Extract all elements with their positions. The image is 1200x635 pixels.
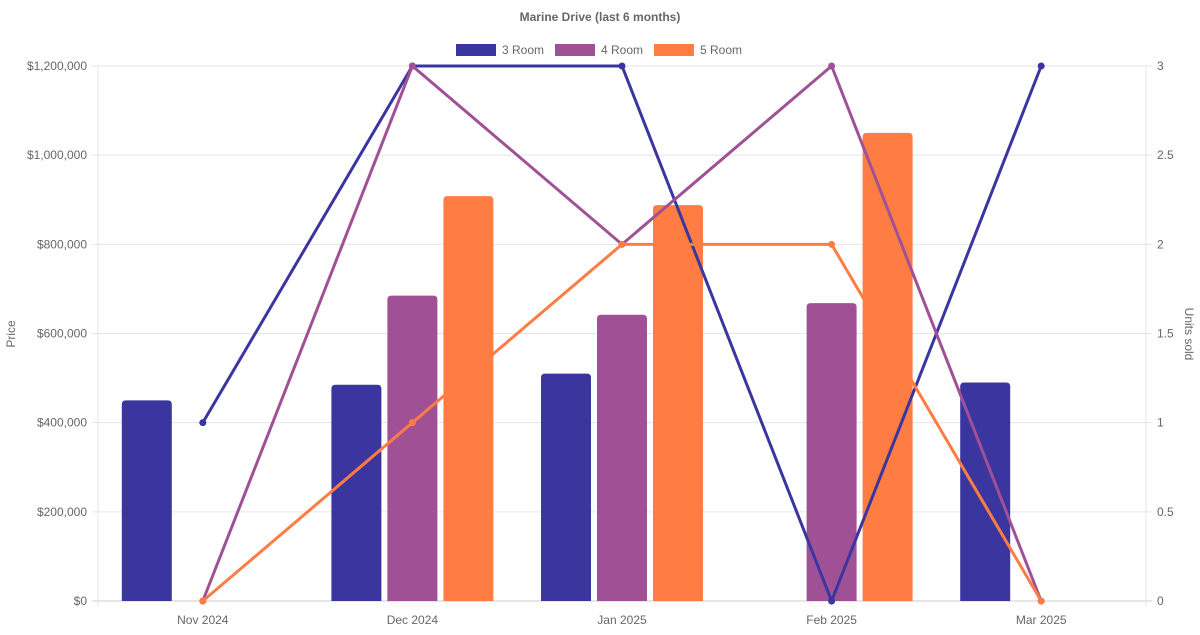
point-5-room bbox=[618, 240, 626, 248]
bar-3-room bbox=[960, 382, 1011, 601]
bar-4-room bbox=[387, 295, 438, 601]
x-tick-label: Mar 2025 bbox=[1016, 613, 1067, 627]
x-tick-label: Feb 2025 bbox=[806, 613, 857, 627]
lines bbox=[199, 62, 1045, 606]
point-5-room bbox=[1037, 597, 1045, 605]
y2-tick-label: 0 bbox=[1157, 594, 1164, 608]
y-tick-label: $200,000 bbox=[37, 505, 87, 519]
point-3-room bbox=[199, 419, 207, 427]
y2-tick-label: 1 bbox=[1157, 416, 1164, 430]
y-tick-label: $600,000 bbox=[37, 327, 87, 341]
bar-3-room bbox=[541, 373, 591, 601]
legend-label: 3 Room bbox=[502, 43, 544, 57]
x-tick-label: Jan 2025 bbox=[597, 613, 647, 627]
y2-tick-label: 2 bbox=[1157, 237, 1164, 251]
point-3-room bbox=[828, 597, 836, 605]
legend[interactable]: 3 Room 4 Room 5 Room bbox=[456, 43, 742, 57]
point-3-room bbox=[618, 62, 626, 70]
legend-swatch bbox=[654, 44, 694, 56]
y2-tick-label: 3 bbox=[1157, 59, 1164, 73]
legend-swatch bbox=[456, 44, 496, 56]
y2-tick-label: 1.5 bbox=[1157, 327, 1174, 341]
x-tick-label: Nov 2024 bbox=[177, 613, 229, 627]
y-tick-label: $1,000,000 bbox=[27, 148, 87, 162]
legend-label: 4 Room bbox=[601, 43, 643, 57]
y-tick-label: $800,000 bbox=[37, 237, 87, 251]
point-5-room bbox=[828, 240, 836, 248]
bar-3-room bbox=[331, 384, 382, 601]
bar-5-room bbox=[443, 196, 494, 601]
y2-axis-label: Units sold bbox=[1182, 308, 1196, 361]
point-4-room bbox=[408, 62, 416, 70]
point-4-room bbox=[828, 62, 836, 70]
point-5-room bbox=[408, 419, 416, 427]
y2-tick-label: 2.5 bbox=[1157, 148, 1174, 162]
y-tick-label: $1,200,000 bbox=[27, 59, 87, 73]
bar-3-room bbox=[121, 400, 172, 601]
y-tick-label: $0 bbox=[74, 594, 88, 608]
legend-swatch bbox=[555, 44, 595, 56]
bar-4-room bbox=[597, 314, 647, 601]
axes: $0 0 $200,000 0.5 $400,000 1 $600,000 1.5 $800,0… bbox=[27, 59, 1174, 627]
x-tick-label: Dec 2024 bbox=[387, 613, 439, 627]
legend-label: 5 Room bbox=[700, 43, 742, 57]
bar-5-room bbox=[862, 132, 913, 601]
point-5-room bbox=[199, 597, 207, 605]
y-axis-label: Price bbox=[4, 320, 18, 348]
bars bbox=[121, 132, 1011, 601]
y-tick-label: $400,000 bbox=[37, 416, 87, 430]
bar-4-room bbox=[806, 303, 857, 601]
y2-tick-label: 0.5 bbox=[1157, 505, 1174, 519]
chart-title: Marine Drive (last 6 months) bbox=[520, 10, 681, 24]
bar-5-room bbox=[653, 205, 703, 601]
point-3-room bbox=[1037, 62, 1045, 70]
